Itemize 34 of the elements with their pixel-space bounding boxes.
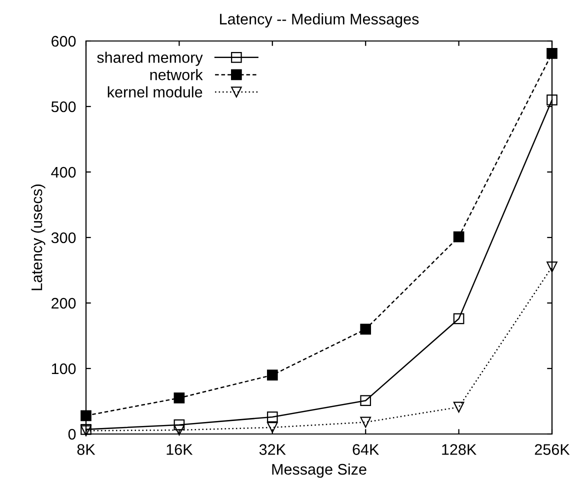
- point: [266, 370, 278, 380]
- x-axis-title: Message Size: [272, 464, 366, 478]
- y-axis-title: Latency (usecs): [30, 184, 46, 290]
- x-tick-label: 8K: [77, 444, 96, 455]
- point: [453, 402, 464, 413]
- point: [546, 48, 558, 59]
- point: [266, 412, 278, 422]
- point: [80, 410, 92, 422]
- x-tick-label: 64K: [352, 444, 380, 455]
- point: [360, 416, 372, 428]
- point: [453, 313, 464, 324]
- x-tick-label: 256K: [534, 444, 570, 455]
- legend-label: shared memory: [97, 52, 203, 66]
- y-tick-label: 300: [51, 232, 76, 244]
- point: [266, 422, 278, 433]
- y-tick-label: 100: [52, 363, 76, 374]
- y-tick-label: 600: [52, 36, 76, 47]
- point: [360, 395, 372, 406]
- legend-label: kernel module: [108, 86, 202, 98]
- x-tick-label: 32K: [259, 444, 286, 455]
- point: [546, 94, 558, 106]
- point: [174, 392, 185, 404]
- point: [546, 262, 558, 272]
- y-tick-label: 0: [68, 428, 76, 440]
- point: [360, 324, 372, 335]
- point: [174, 419, 185, 430]
- x-tick-label: 128K: [442, 444, 476, 455]
- legend-label: network: [150, 68, 203, 80]
- point: [453, 231, 464, 242]
- x-tick-label: 16K: [166, 444, 193, 455]
- y-tick-label: 200: [52, 298, 76, 309]
- y-tick-label: 400: [51, 166, 76, 178]
- y-tick-label: 500: [51, 101, 76, 112]
- chart-title: Latency -- Medium Messages: [220, 13, 419, 28]
